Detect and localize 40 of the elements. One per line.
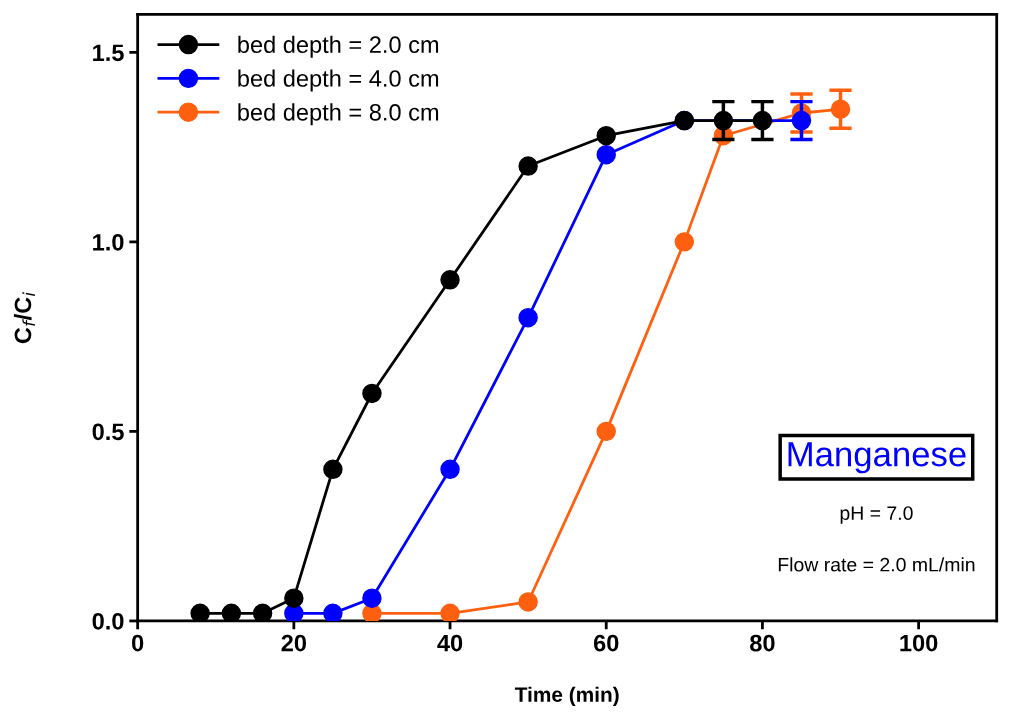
point	[440, 459, 460, 480]
point	[221, 603, 242, 621]
point	[190, 603, 210, 621]
annotation: Flow rate = 2.0 mL/min	[778, 557, 975, 572]
y-tick-label: 0.5	[92, 423, 124, 441]
point	[252, 603, 273, 621]
x-tick-label: 80	[750, 634, 775, 652]
point	[440, 603, 460, 621]
legend-label: bed depth = 2.0 cm	[238, 35, 439, 58]
point	[362, 588, 382, 608]
point	[791, 110, 812, 131]
point	[323, 459, 343, 480]
point	[596, 421, 616, 442]
y-axis-title: C$_{f}$/C$_{i}$	[13, 292, 35, 344]
x-axis-title: Time (min)	[514, 686, 619, 707]
annotation: Manganese	[788, 442, 966, 474]
point	[284, 588, 304, 608]
point	[596, 144, 616, 165]
point	[362, 383, 382, 404]
point	[518, 307, 538, 328]
legend-label: bed depth = 4.0 cm	[238, 69, 439, 92]
point	[323, 603, 343, 621]
x-tick-label: 100	[900, 634, 938, 652]
point	[518, 592, 538, 612]
y-tick-label: 1.5	[93, 44, 124, 62]
x-tick-label: 20	[281, 634, 307, 652]
annotation: pH = 7.0	[840, 506, 913, 524]
legend-label: bed depth = 8.0 cm	[238, 103, 439, 126]
y-tick-label: 0.0	[92, 612, 124, 630]
x-tick-label: 40	[437, 634, 463, 652]
point	[518, 156, 538, 176]
y-tick-label: 1.0	[93, 233, 124, 251]
x-tick-label: 0	[132, 634, 144, 652]
point	[830, 99, 851, 119]
point	[713, 110, 734, 131]
point	[752, 110, 773, 131]
point	[674, 232, 695, 252]
x-tick-label: 60	[593, 634, 619, 652]
point	[440, 270, 460, 290]
point	[596, 126, 616, 146]
